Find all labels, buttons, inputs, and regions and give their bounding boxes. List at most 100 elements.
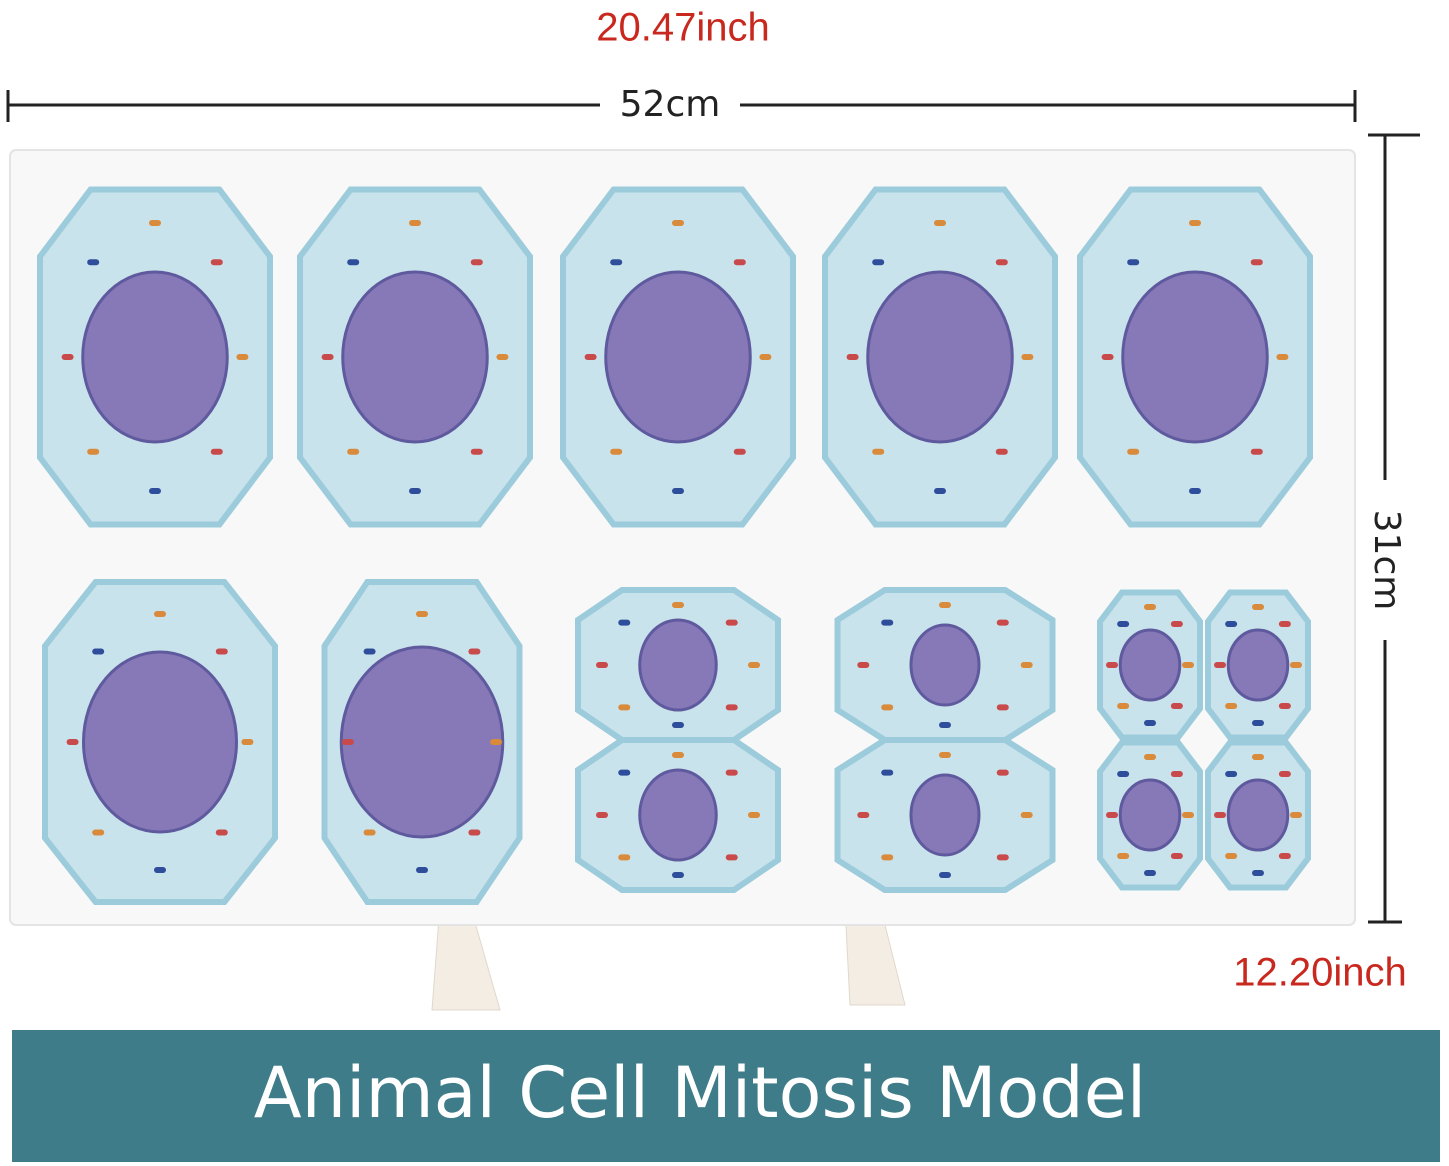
organelle [1250, 259, 1263, 266]
organelle [881, 619, 894, 626]
organelle [92, 648, 105, 655]
organelle [149, 488, 161, 494]
organelle [1252, 870, 1264, 876]
nucleus [1226, 778, 1290, 852]
organelle [672, 722, 684, 728]
organelle [490, 739, 503, 745]
organelle [672, 220, 684, 226]
organelle [733, 448, 746, 455]
organelle [1252, 604, 1264, 610]
organelle [1252, 720, 1264, 726]
organelle [1225, 703, 1238, 710]
organelle [154, 611, 166, 617]
organelle [1170, 853, 1183, 860]
width-inch-label: 20.47inch [596, 6, 769, 50]
organelle [149, 220, 161, 226]
organelle [996, 854, 1009, 861]
organelle [1170, 703, 1183, 710]
organelle [1214, 812, 1226, 818]
organelle [1290, 812, 1302, 818]
organelle [618, 854, 631, 861]
organelle [672, 488, 684, 494]
organelle [596, 662, 608, 668]
organelle [1182, 662, 1194, 668]
organelle [1225, 770, 1238, 777]
organelle [748, 812, 760, 818]
organelle [725, 704, 738, 711]
organelle [1214, 662, 1226, 668]
organelle [881, 854, 894, 861]
organelle [215, 648, 228, 655]
organelle [87, 259, 100, 266]
stand [431, 904, 906, 1011]
nucleus [604, 270, 752, 444]
organelle [363, 829, 376, 836]
organelle [857, 812, 870, 818]
organelle [87, 448, 100, 455]
organelle [1252, 754, 1264, 760]
organelle [468, 829, 481, 836]
organelle [409, 220, 421, 226]
nucleus [81, 270, 229, 444]
organelle [1127, 259, 1140, 266]
organelle [1182, 812, 1194, 818]
organelle [759, 354, 772, 360]
organelle [236, 354, 249, 360]
organelle [1170, 620, 1183, 627]
organelle [618, 619, 631, 626]
organelle [672, 872, 684, 878]
organelle [1020, 812, 1033, 818]
organelle [1127, 448, 1140, 455]
organelle [881, 704, 894, 711]
caption: Animal Cell Mitosis Model [254, 1052, 1147, 1134]
organelle [881, 769, 894, 776]
organelle [1117, 703, 1130, 710]
organelle [1144, 754, 1156, 760]
organelle [934, 488, 946, 494]
organelle [341, 739, 354, 745]
organelle [409, 488, 421, 494]
organelle [995, 259, 1008, 266]
organelle [66, 739, 79, 745]
organelle [672, 752, 684, 758]
organelle [857, 662, 870, 668]
organelle [872, 259, 885, 266]
organelle [347, 448, 360, 455]
organelle [596, 812, 608, 818]
height-dimension-line [1368, 133, 1420, 924]
organelle [1020, 662, 1033, 668]
organelle [470, 448, 483, 455]
organelle [1278, 620, 1291, 627]
organelle [996, 769, 1009, 776]
organelle [934, 220, 946, 226]
organelle [939, 722, 951, 728]
height-inch-label: 12.20inch [1233, 951, 1406, 995]
organelle [1106, 662, 1118, 668]
organelle [347, 259, 360, 266]
organelle [1225, 853, 1238, 860]
nucleus [341, 270, 489, 444]
organelle [1278, 853, 1291, 860]
organelle [1101, 354, 1114, 360]
organelle [92, 829, 105, 836]
organelle [1144, 604, 1156, 610]
organelle [468, 648, 481, 655]
organelle [610, 448, 623, 455]
organelle [1117, 620, 1130, 627]
organelle [939, 872, 951, 878]
organelle [939, 602, 951, 608]
organelle [1106, 812, 1118, 818]
organelle [618, 704, 631, 711]
organelle [748, 662, 760, 668]
organelle [416, 611, 428, 617]
organelle [1276, 354, 1289, 360]
organelle [618, 769, 631, 776]
nucleus [909, 623, 981, 707]
organelle [1225, 620, 1238, 627]
organelle [1117, 770, 1130, 777]
organelle [1290, 662, 1302, 668]
organelle [416, 867, 428, 873]
organelle [672, 602, 684, 608]
nucleus [82, 650, 238, 834]
